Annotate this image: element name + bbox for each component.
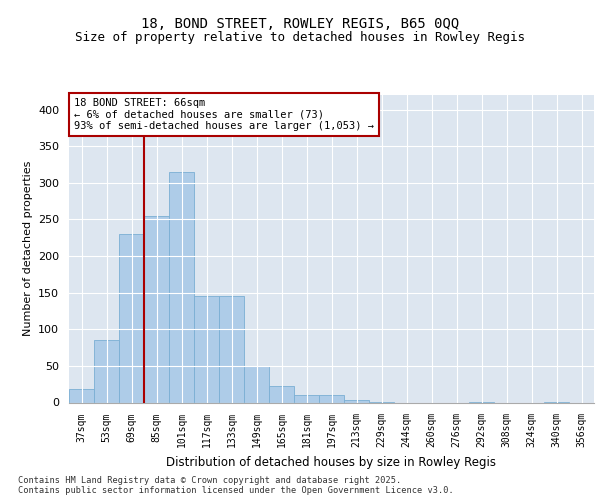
Bar [319,395,344,402]
Bar [344,400,369,402]
Bar [269,386,294,402]
Text: 18 BOND STREET: 66sqm
← 6% of detached houses are smaller (73)
93% of semi-detac: 18 BOND STREET: 66sqm ← 6% of detached h… [74,98,374,132]
Y-axis label: Number of detached properties: Number of detached properties [23,161,32,336]
Bar [219,296,244,403]
Text: Contains HM Land Registry data © Crown copyright and database right 2025.
Contai: Contains HM Land Registry data © Crown c… [18,476,454,495]
Bar [294,395,319,402]
Bar [244,366,269,403]
Bar [94,340,119,402]
Text: 18, BOND STREET, ROWLEY REGIS, B65 0QQ: 18, BOND STREET, ROWLEY REGIS, B65 0QQ [141,18,459,32]
Bar [69,390,94,402]
Bar [169,172,194,402]
Bar [119,234,144,402]
Bar [144,216,169,402]
X-axis label: Distribution of detached houses by size in Rowley Regis: Distribution of detached houses by size … [167,456,497,469]
Bar [194,296,219,403]
Text: Size of property relative to detached houses in Rowley Regis: Size of property relative to detached ho… [75,31,525,44]
